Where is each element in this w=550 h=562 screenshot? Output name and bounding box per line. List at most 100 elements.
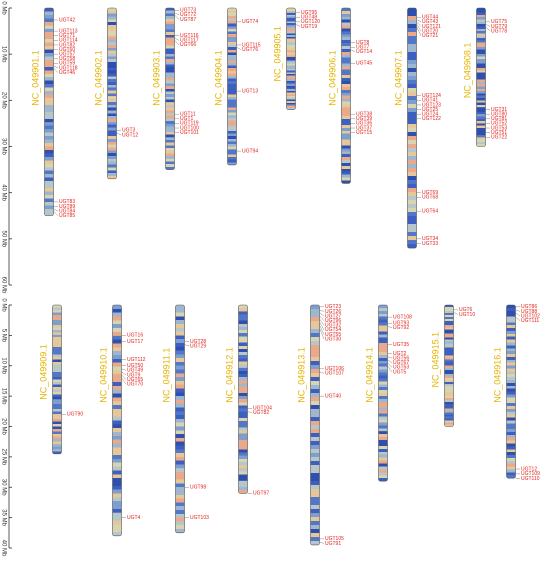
gene-marker xyxy=(319,315,325,321)
gene-marker xyxy=(515,312,521,317)
gene-label: UGT20 xyxy=(422,28,438,34)
gene-label: UGT43 xyxy=(422,19,438,25)
gene-marker xyxy=(485,26,491,32)
gene-marker xyxy=(236,47,242,50)
gene-label: UGT14 xyxy=(356,49,372,55)
gene-marker xyxy=(247,411,253,414)
gene-label: UGT70 xyxy=(127,381,143,387)
chromosome-label: NC_049904.1 xyxy=(213,50,223,106)
gene-label: UGT120 xyxy=(301,19,320,25)
gene-label: UGT69 xyxy=(422,190,438,196)
y-tick-label: 20 Mb xyxy=(0,92,6,109)
gene-label: UGT42 xyxy=(59,17,75,23)
gene-marker xyxy=(485,23,491,27)
gene-label: UGT73 xyxy=(180,8,196,14)
gene-label: UGT116 xyxy=(180,33,199,39)
gene-label: UGT92 xyxy=(393,325,409,331)
gene-label: UGT19 xyxy=(301,24,317,30)
gene-label: UGT5 xyxy=(393,369,407,375)
gene-marker xyxy=(121,371,127,376)
gene-label: UGT27 xyxy=(325,313,341,319)
gene-label: UGT123 xyxy=(422,102,441,108)
y-tick-label: 10 Mb xyxy=(0,357,6,374)
y-tick-label: 0 Mb xyxy=(0,298,6,312)
gene-label: UGT98 xyxy=(190,485,206,491)
chromosome-label: NC_049902.1 xyxy=(93,50,103,106)
gene-marker xyxy=(174,37,180,41)
gene-label: UGT12 xyxy=(521,466,537,472)
gene-label: UGT112 xyxy=(127,357,146,363)
y-tick-label: 15 Mb xyxy=(0,388,6,405)
gene-label: UGT91 xyxy=(325,541,341,547)
gene-label: UGT124 xyxy=(422,93,441,99)
gene-label: UGT51 xyxy=(491,130,507,136)
gene-label: UGT104 xyxy=(253,406,272,412)
y-tick-label: 30 Mb xyxy=(0,138,6,155)
gene-marker xyxy=(416,19,422,23)
gene-marker xyxy=(121,374,127,380)
gene-label: UGT9 xyxy=(127,372,141,378)
gene-marker xyxy=(515,309,521,312)
chromosome-label: NC_049913.1 xyxy=(296,347,306,403)
chromosome xyxy=(476,7,486,147)
gene-label: UGT36 xyxy=(356,121,372,127)
gene-label: UGT26 xyxy=(325,309,341,315)
gene-label: UGT109 xyxy=(521,471,540,477)
gene-marker xyxy=(319,541,325,544)
gene-label: UGT90 xyxy=(67,412,83,418)
gene-label: UGT56 xyxy=(393,356,409,362)
chromosome xyxy=(107,7,117,180)
gene-marker xyxy=(53,210,59,216)
gene-label: UGT28 xyxy=(190,339,206,345)
gene-label: UGT22 xyxy=(491,135,507,141)
gene-label: UGT13 xyxy=(242,88,258,94)
chromosome-label: NC_049916.1 xyxy=(492,347,502,403)
gene-label: UGT24 xyxy=(422,112,438,118)
gene-marker xyxy=(174,40,180,46)
chromosome-label: NC_049901.1 xyxy=(30,50,40,106)
gene-label: UGT68 xyxy=(422,195,438,201)
chromosome xyxy=(378,304,388,482)
gene-marker xyxy=(515,316,521,321)
gene-label: UGT84 xyxy=(59,208,75,214)
gene-label: UGT93 xyxy=(393,321,409,327)
gene-label: UGT49 xyxy=(127,368,143,374)
y-tick-label: 25 Mb xyxy=(0,449,6,466)
gene-marker xyxy=(53,67,59,73)
gene-marker xyxy=(387,365,393,373)
gene-marker xyxy=(350,49,356,53)
gene-label: UGT8 xyxy=(356,40,370,46)
gene-label: UGT12 xyxy=(122,132,138,138)
gene-marker xyxy=(387,326,393,329)
chromosome-label: NC_049906.1 xyxy=(327,50,337,106)
gene-label: UGT29 xyxy=(190,343,206,349)
chromosome xyxy=(165,7,175,170)
gene-label: UGT7 xyxy=(356,45,370,51)
gene-marker xyxy=(416,24,422,32)
gene-label: UGT55 xyxy=(325,332,341,338)
gene-marker xyxy=(319,312,325,317)
y-tick-label: 35 Mb xyxy=(0,509,6,526)
gene-label: UGT117 xyxy=(180,38,199,44)
gene-label: UGT83 xyxy=(59,199,75,205)
gene-label: UGT59 xyxy=(59,61,75,67)
gene-label: UGT39 xyxy=(356,116,372,122)
gene-label: UGT31 xyxy=(491,107,507,113)
gene-marker xyxy=(416,26,422,36)
gene-label: UGT100 xyxy=(180,125,199,131)
y-tick-label: 40 Mb xyxy=(0,184,6,201)
gene-marker xyxy=(319,321,325,330)
gene-label: UGT57 xyxy=(59,51,75,57)
chromosome-label: NC_049909.1 xyxy=(38,344,48,400)
gene-marker xyxy=(319,318,325,326)
gene-label: UGT118 xyxy=(59,65,78,71)
gene-label: UGT10 xyxy=(459,312,475,318)
gene-marker xyxy=(295,23,301,27)
gene-label: UGT16 xyxy=(127,333,143,339)
gene-label: UGT45 xyxy=(356,61,372,67)
gene-label: UGT23 xyxy=(325,304,341,310)
gene-label: UGT41 xyxy=(422,98,438,104)
gene-label: UGT34 xyxy=(422,236,438,242)
chromosome xyxy=(341,7,351,184)
chromosome xyxy=(44,7,54,217)
